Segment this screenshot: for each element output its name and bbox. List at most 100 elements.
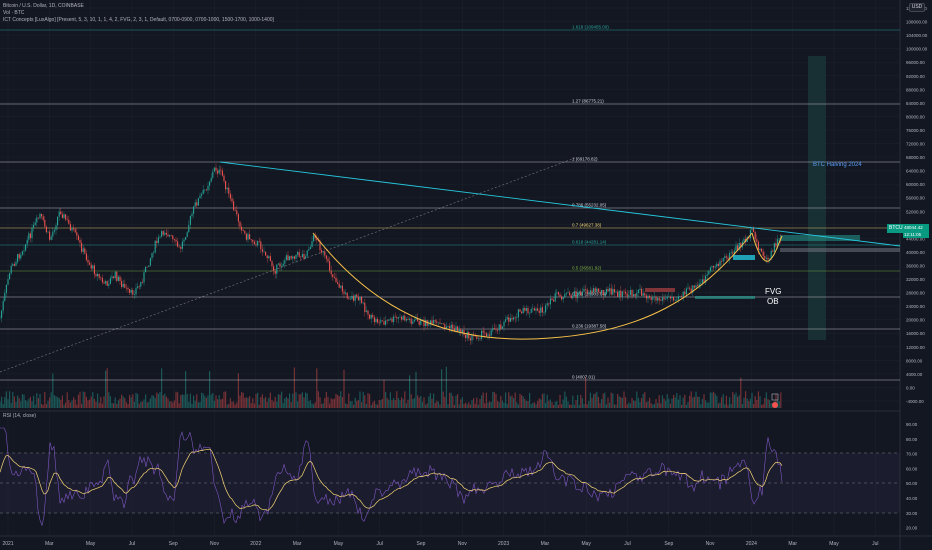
volume-bar: [417, 395, 419, 408]
candle-body: [770, 250, 772, 259]
volume-bar: [770, 403, 772, 408]
time-tick-label: Mar: [541, 541, 550, 547]
candle-body: [161, 231, 163, 237]
candle-body: [36, 217, 38, 223]
volume-bar: [660, 403, 662, 408]
handle-curve[interactable]: [751, 232, 783, 262]
volume-bar: [522, 396, 524, 408]
dashed-trendline[interactable]: [0, 157, 576, 373]
volume-bar: [90, 396, 92, 408]
candle-body: [351, 295, 353, 299]
volume-bar: [250, 403, 252, 408]
volume-bar: [698, 396, 700, 408]
rsi-title[interactable]: RSI (14, close): [3, 413, 37, 419]
candle-body: [569, 292, 571, 296]
volume-bar: [533, 402, 535, 408]
candle-body: [625, 291, 627, 294]
volume-bar: [501, 400, 503, 408]
candle-body: [49, 231, 51, 240]
flag-icon[interactable]: [771, 393, 779, 401]
candle-body: [556, 292, 558, 294]
candle-body: [418, 321, 420, 325]
price-tick-label: 16000.00: [906, 331, 925, 336]
candle-body: [33, 225, 35, 229]
candle-body: [170, 235, 172, 236]
volume-bar: [506, 403, 508, 408]
volume-bar: [42, 404, 44, 408]
volume-bar: [554, 401, 556, 408]
volume-bar: [690, 391, 692, 408]
volume-bar: [589, 392, 591, 408]
volume-bar: [113, 403, 115, 408]
volume-bar: [317, 391, 319, 408]
volume-bar: [489, 401, 491, 408]
candle-body: [602, 289, 604, 296]
candle-body: [93, 265, 95, 275]
candle-body: [714, 266, 716, 268]
rsi-axis[interactable]: 90.00 80.00 70.00 60.00 50.00 40.00 30.00 20.00: [906, 422, 918, 531]
candle-body: [252, 239, 254, 242]
volume-bar: [322, 403, 324, 408]
candle-body: [522, 308, 524, 314]
volume-bar: [745, 391, 747, 408]
candle-body: [284, 260, 286, 264]
candle-body: [20, 254, 22, 259]
candle-body: [580, 291, 582, 296]
candle-body: [476, 336, 478, 339]
candle-body: [327, 258, 329, 262]
candle-body: [263, 251, 265, 253]
time-tick-label: Sep: [169, 541, 178, 547]
candle-body: [95, 274, 97, 277]
ob-zone-blue: [733, 255, 755, 260]
candle-body: [268, 256, 270, 259]
rsi-tick-label: 30.00: [906, 511, 918, 516]
candle-body: [12, 264, 14, 266]
last-price-tag: 48044.42 12:11:05: [903, 224, 929, 238]
rsi-tick-label: 60.00: [906, 466, 918, 471]
volume-bar: [621, 397, 623, 408]
volume-bar: [503, 402, 505, 408]
volume-bar: [735, 392, 737, 408]
descending-trendline[interactable]: [219, 161, 901, 247]
volume-bar: [313, 404, 315, 408]
event-icon[interactable]: [772, 402, 778, 408]
volume-bar: [202, 393, 204, 408]
candle-body: [484, 332, 486, 334]
candle-body: [649, 295, 651, 298]
candle-body: [490, 330, 492, 336]
volume-bar: [145, 394, 147, 408]
candle-body: [23, 250, 25, 252]
time-axis[interactable]: 2021 Mar May Jul Sep Nov 2022 Mar May Jul Sep Nov 20…: [2, 541, 878, 547]
candle-body: [281, 265, 283, 267]
volume-bar: [394, 400, 396, 408]
currency-button[interactable]: USD: [909, 3, 925, 12]
candle-body: [47, 231, 49, 233]
candle-body: [189, 215, 191, 225]
cup-curve[interactable]: [312, 232, 753, 340]
candle-body: [706, 274, 708, 276]
volume-bar: [551, 402, 553, 408]
candle-body: [533, 308, 535, 311]
volume-bar: [517, 404, 519, 408]
volume-line[interactable]: Vol · BTC: [3, 10, 25, 16]
candle-body: [434, 320, 436, 322]
fib-retracement[interactable]: 1.618 (109455.00) 1.27 (86775.21) 1 (69178…: [0, 25, 900, 381]
volume-bar: [308, 401, 310, 408]
volume-bar: [364, 395, 366, 408]
candle-body: [207, 185, 209, 191]
volume-bar: [725, 395, 727, 408]
volume-bar: [258, 404, 260, 408]
volume-bar: [241, 392, 243, 408]
candle-body: [764, 255, 766, 259]
candle-body: [324, 251, 326, 256]
price-tick-label: 60000.00: [906, 182, 925, 187]
volume-bar: [84, 392, 86, 408]
candle-body: [461, 329, 463, 333]
symbol-line[interactable]: Bitcoin / U.S. Dollar, 1D, COINBASE: [3, 3, 84, 9]
volume-bar: [601, 398, 603, 408]
indicator-line[interactable]: ICT Concepts [LuxAlgo] [Present, 5, 3, 1…: [3, 17, 274, 23]
candle-body: [661, 297, 663, 301]
candle-body: [514, 317, 516, 319]
price-axis[interactable]: 112000.00108000.00104000.00100000.009600…: [906, 6, 928, 404]
